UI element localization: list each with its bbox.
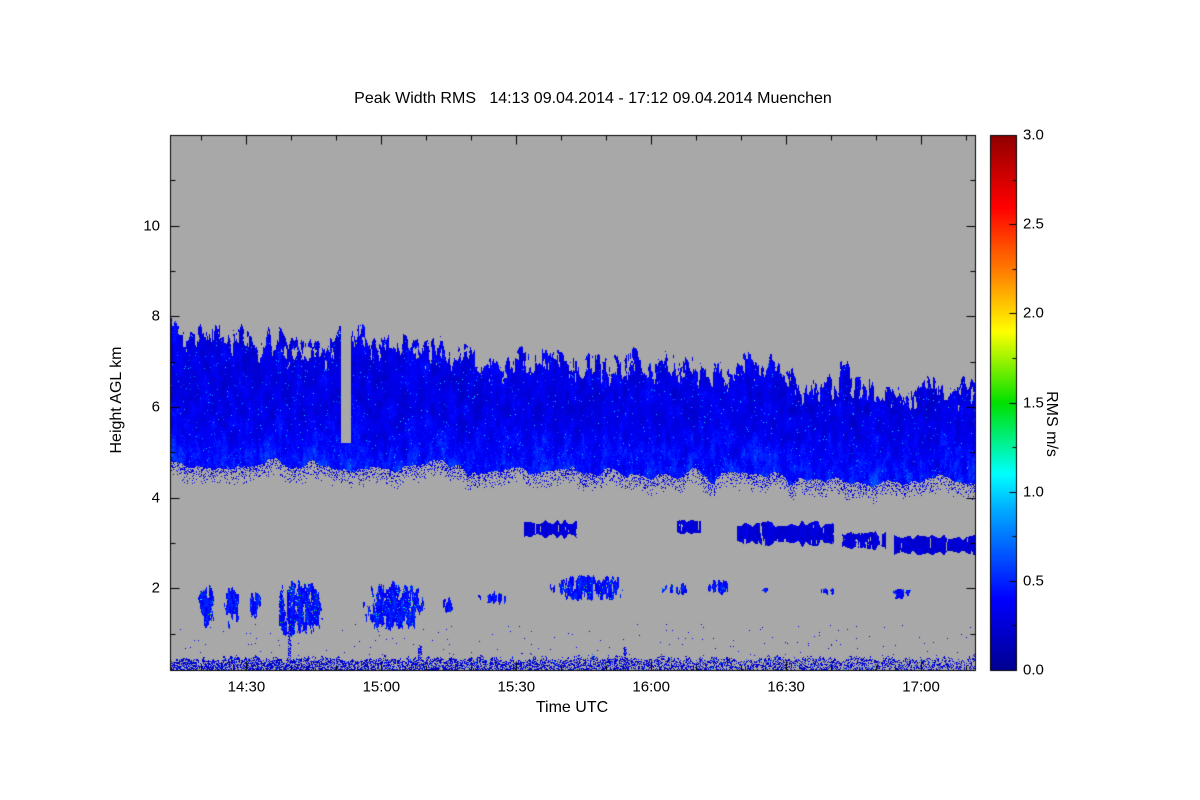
colorbar-tick-label: 3.0 <box>1023 126 1044 144</box>
chart-title: Peak Width RMS 14:13 09.04.2014 - 17:12 … <box>354 90 832 107</box>
colorbar-tick-label: 2.5 <box>1023 215 1044 233</box>
colorbar-tick-label: 0.5 <box>1023 572 1044 590</box>
x-tick-label: 14:30 <box>227 678 266 696</box>
y-tick-label: 10 <box>143 217 160 235</box>
colorbar-tick-label: 0.0 <box>1023 661 1044 679</box>
y-tick-label: 4 <box>151 489 160 507</box>
x-tick-label: 15:30 <box>497 678 536 696</box>
colorbar-tick-label: 1.0 <box>1023 483 1044 501</box>
y-tick-label: 8 <box>151 307 160 325</box>
y-axis-label: Height AGL km <box>108 346 125 454</box>
colorbar-tick-label: 1.5 <box>1023 394 1044 411</box>
colorbar-tick-label: 2.0 <box>1023 304 1044 322</box>
x-tick-label: 17:00 <box>902 678 940 696</box>
x-tick-label: 16:00 <box>632 678 670 696</box>
colorbar-label: RMS m/s <box>1043 391 1060 457</box>
x-tick-label: 16:30 <box>767 678 805 696</box>
y-tick-label: 6 <box>151 398 160 416</box>
x-tick-label: 15:00 <box>362 678 401 696</box>
y-tick-label: 2 <box>151 579 160 597</box>
x-axis-label: Time UTC <box>535 699 609 716</box>
